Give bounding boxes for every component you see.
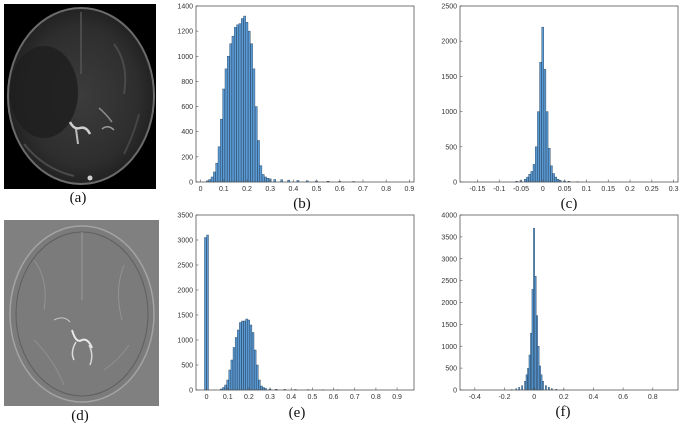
x-tick-label: -0.4 (469, 394, 481, 401)
caption-f: (f) (543, 404, 583, 421)
y-tick-label: 1000 (441, 344, 457, 351)
bar (522, 386, 523, 390)
x-tick-label: 0.2 (559, 394, 569, 401)
x-tick-label: 0.6 (618, 394, 628, 401)
bar (542, 381, 543, 390)
bar (527, 368, 528, 390)
bar (529, 355, 530, 390)
x-tick-label: 0.8 (648, 394, 658, 401)
bar (536, 316, 537, 390)
bar (535, 276, 536, 390)
y-tick-label: 4000 (441, 213, 457, 220)
x-tick-label: -0.2 (498, 394, 510, 401)
bar (530, 333, 531, 390)
x-tick-label: 0 (532, 394, 536, 401)
caption-e: (e) (277, 405, 317, 422)
y-tick-label: 500 (445, 366, 457, 373)
y-tick-label: 0 (453, 388, 457, 395)
x-tick-label: 0.4 (589, 394, 599, 401)
y-tick-label: 3500 (441, 234, 457, 241)
caption-b: (b) (282, 196, 322, 213)
caption-c: (c) (549, 196, 589, 213)
y-tick-label: 3000 (441, 256, 457, 263)
y-tick-label: 2500 (441, 278, 457, 285)
bar (541, 375, 542, 390)
bar (545, 386, 546, 390)
bar (533, 228, 534, 390)
y-tick-label: 2000 (441, 300, 457, 307)
bar (526, 375, 527, 390)
bar (525, 381, 526, 390)
bar (539, 366, 540, 390)
y-tick-label: 1500 (441, 322, 457, 329)
axes-frame (460, 215, 678, 390)
bar (538, 346, 539, 390)
bar (532, 289, 533, 390)
